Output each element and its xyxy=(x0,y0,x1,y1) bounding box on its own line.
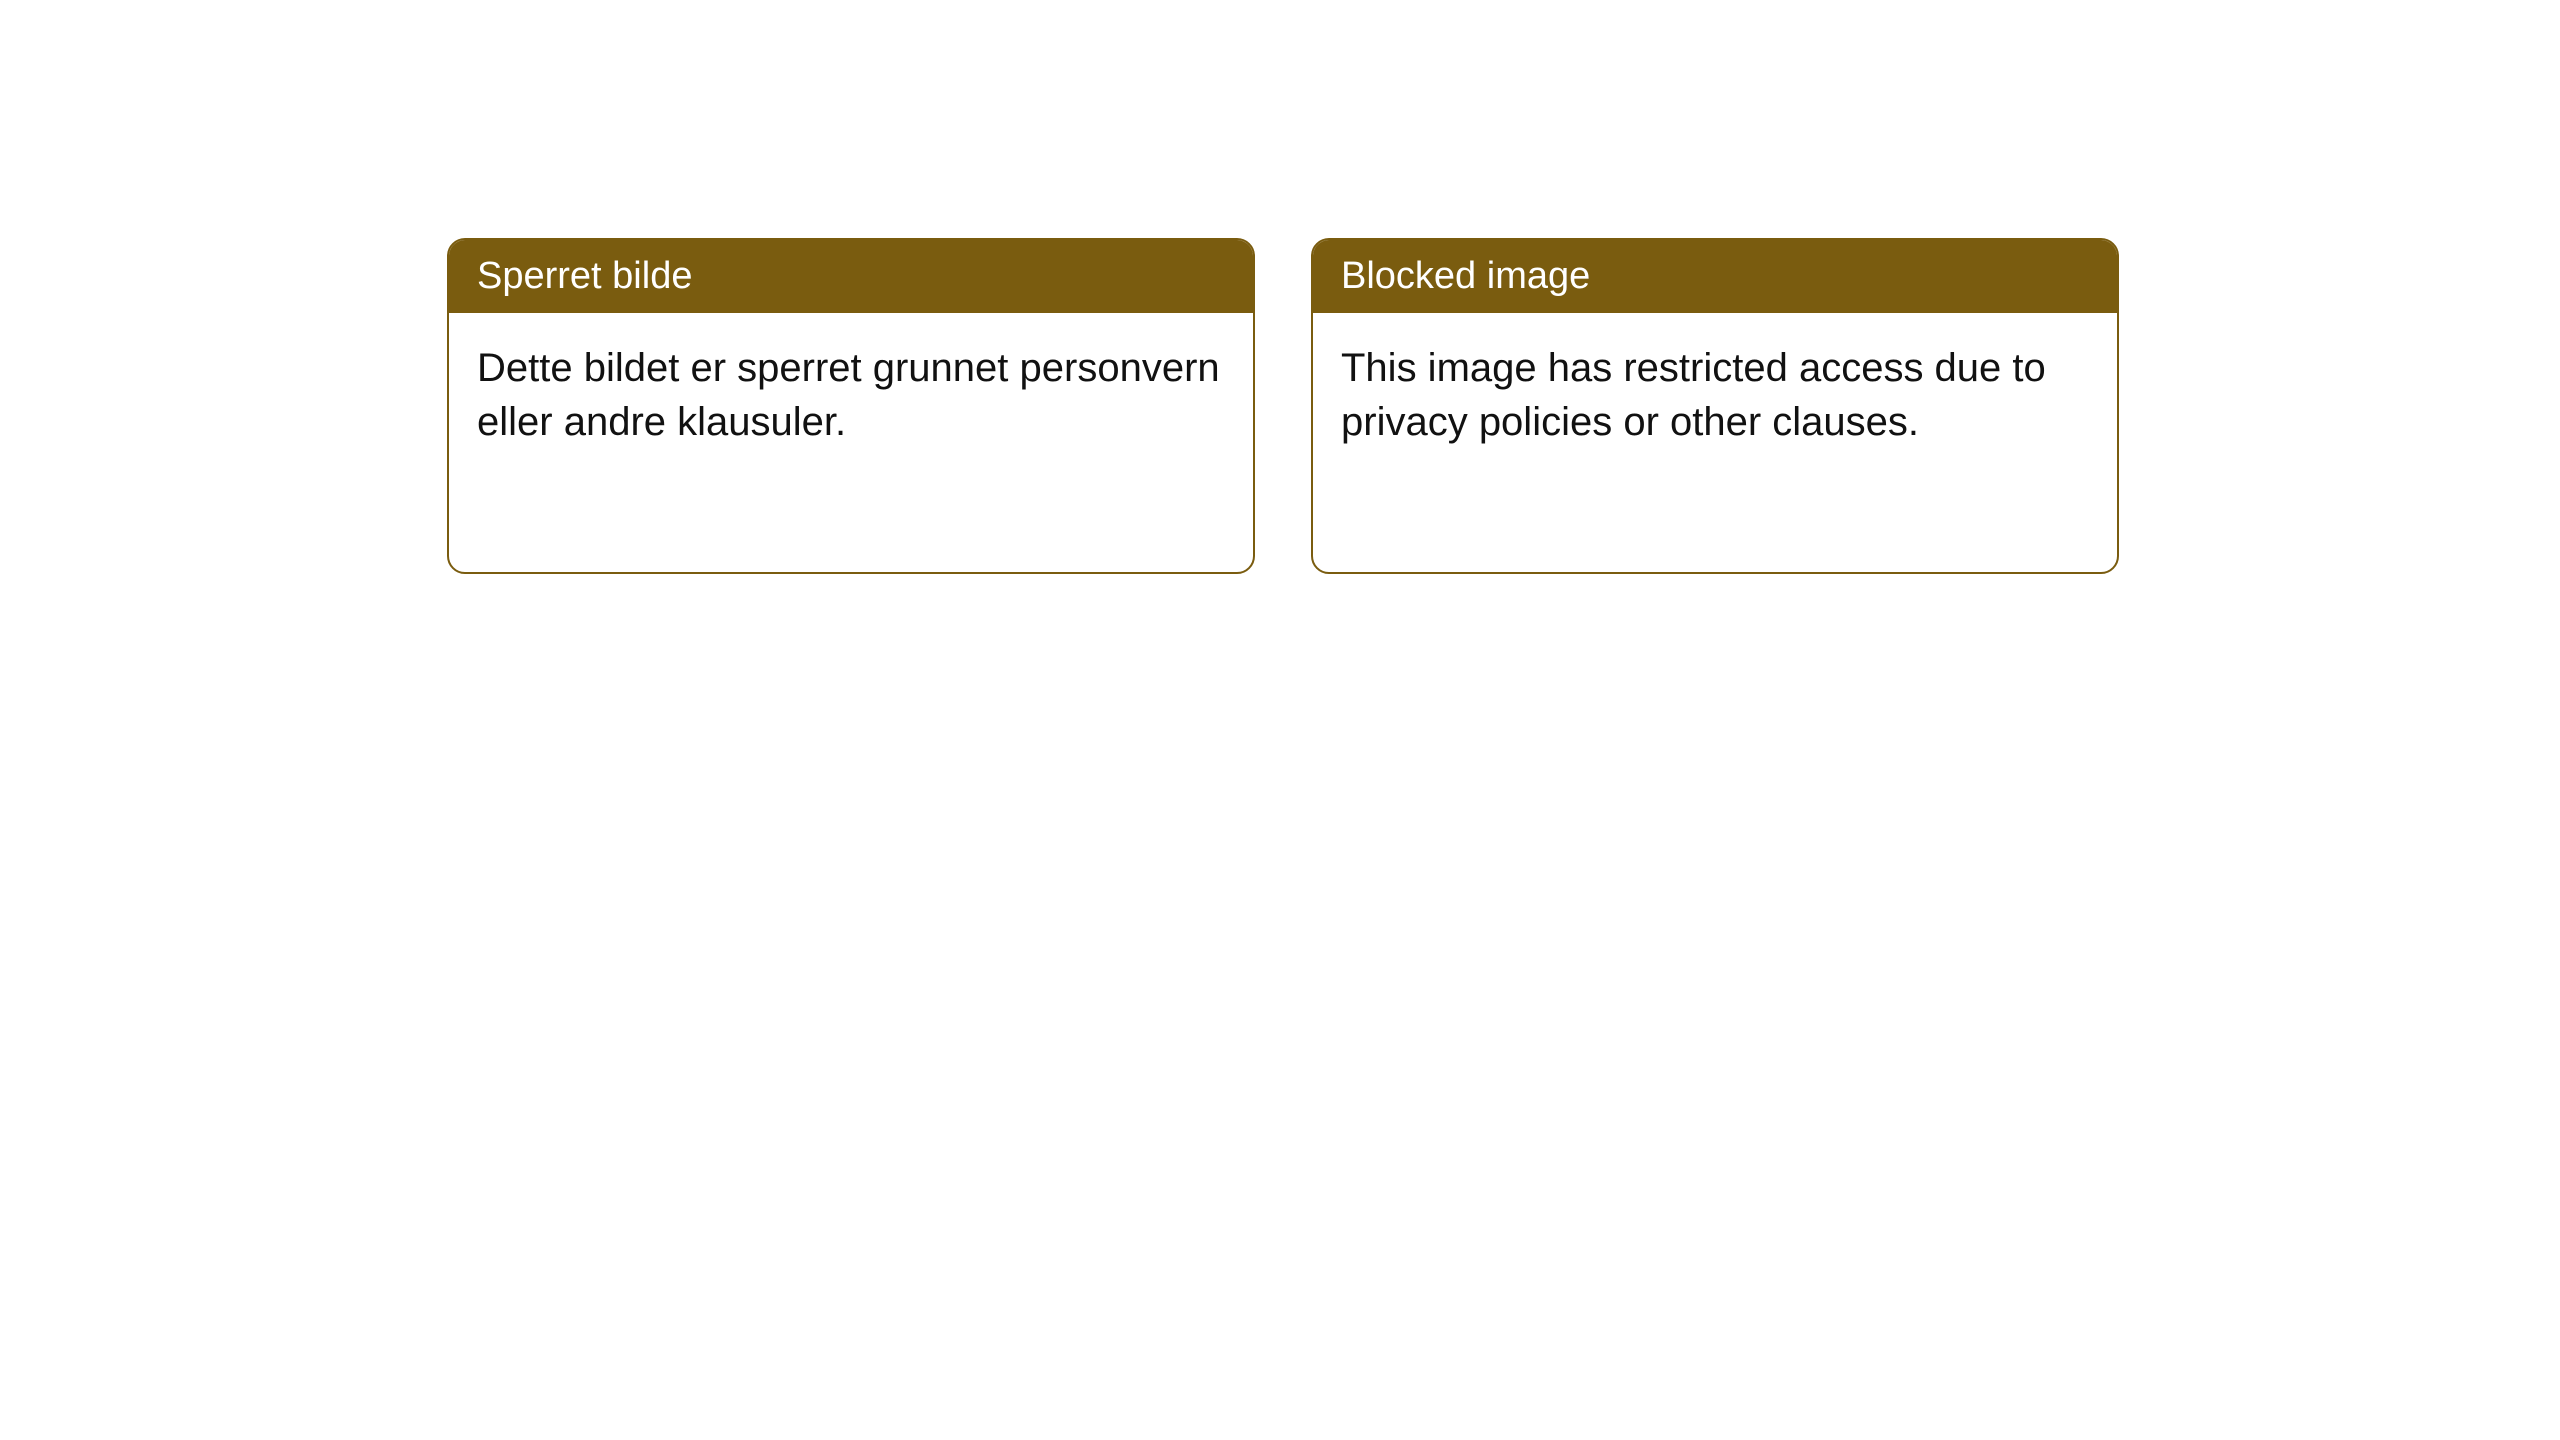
notice-container: Sperret bilde Dette bildet er sperret gr… xyxy=(447,238,2119,574)
notice-card-header: Blocked image xyxy=(1313,240,2117,313)
notice-card-body: Dette bildet er sperret grunnet personve… xyxy=(449,313,1253,477)
notice-card-norwegian: Sperret bilde Dette bildet er sperret gr… xyxy=(447,238,1255,574)
notice-card-english: Blocked image This image has restricted … xyxy=(1311,238,2119,574)
notice-card-header: Sperret bilde xyxy=(449,240,1253,313)
notice-card-body: This image has restricted access due to … xyxy=(1313,313,2117,477)
